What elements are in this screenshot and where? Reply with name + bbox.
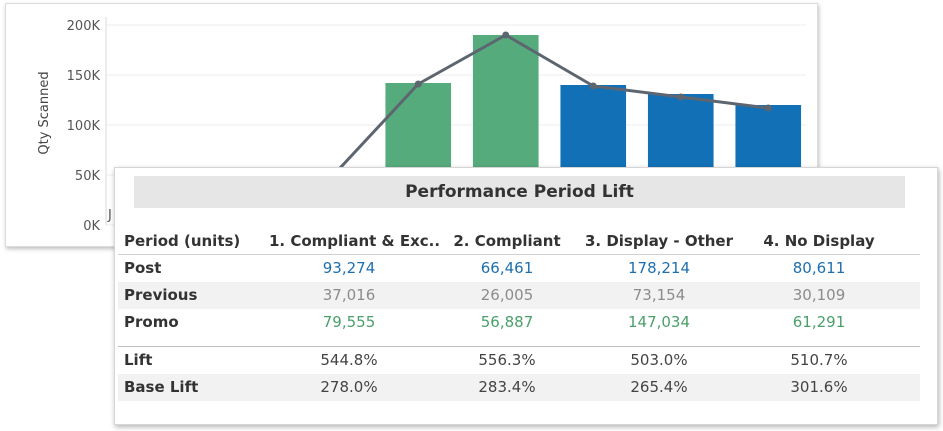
y-tick-label: 150K xyxy=(67,69,101,84)
table-cell: 26,005 xyxy=(480,286,534,304)
row-label: Post xyxy=(124,259,162,277)
table-cell: 61,291 xyxy=(792,313,846,331)
table-cell: 56,887 xyxy=(480,313,534,331)
table-cell: 510.7% xyxy=(790,351,848,369)
table-title: Performance Period Lift xyxy=(134,176,905,208)
y-tick-label: 0K xyxy=(83,219,100,234)
table-cell: 503.0% xyxy=(630,351,688,369)
row-label: Promo xyxy=(124,313,179,331)
x-tick-label: J xyxy=(107,208,112,223)
row-label: Base Lift xyxy=(124,378,199,396)
header-compliant: 2. Compliant xyxy=(453,232,561,250)
row-label: Previous xyxy=(124,286,198,304)
table-cell: 30,109 xyxy=(792,286,846,304)
y-tick-label: 100K xyxy=(67,119,101,134)
header-compliant-exc: 1. Compliant & Exc.. xyxy=(269,232,441,250)
lift-table-panel: Performance Period Lift Period (units) 1… xyxy=(114,167,938,425)
table-cell: 93,274 xyxy=(322,259,376,277)
header-no-display: 4. No Display xyxy=(763,232,875,250)
table-row-previous: Previous 37,016 26,005 73,154 30,109 xyxy=(118,282,920,309)
table-cell: 544.8% xyxy=(320,351,378,369)
line-point xyxy=(764,104,772,112)
y-tick-label: 200K xyxy=(67,19,101,34)
table-cell: 66,461 xyxy=(480,259,534,277)
line-point xyxy=(414,80,422,88)
line-point xyxy=(502,31,510,39)
table-cell: 278.0% xyxy=(320,378,378,396)
table-row-post: Post 93,274 66,461 178,214 80,611 xyxy=(118,255,920,282)
table-cell: 265.4% xyxy=(630,378,688,396)
table-row-base-lift: Base Lift 278.0% 283.4% 265.4% 301.6% xyxy=(118,374,920,401)
table-cell: 556.3% xyxy=(478,351,536,369)
lift-table: Period (units) 1. Compliant & Exc.. 2. C… xyxy=(118,228,920,401)
table-cell: 37,016 xyxy=(322,286,376,304)
table-header-row: Period (units) 1. Compliant & Exc.. 2. C… xyxy=(118,228,920,255)
table-cell: 80,611 xyxy=(792,259,846,277)
table-cell: 147,034 xyxy=(627,313,691,331)
y-tick-label: 50K xyxy=(75,169,101,184)
table-cell: 79,555 xyxy=(322,313,376,331)
line-point xyxy=(589,82,597,90)
header-display-other: 3. Display - Other xyxy=(584,232,734,250)
table-cell: 301.6% xyxy=(790,378,848,396)
table-row-lift: Lift 544.8% 556.3% 503.0% 510.7% xyxy=(118,346,920,374)
line-point xyxy=(677,93,685,101)
table-cell: 73,154 xyxy=(632,286,686,304)
table-row-promo: Promo 79,555 56,887 147,034 61,291 xyxy=(118,309,920,336)
row-label: Lift xyxy=(124,351,153,369)
table-cell: 178,214 xyxy=(627,259,691,277)
header-period: Period (units) xyxy=(124,232,241,250)
y-axis-label: Qty Scanned xyxy=(37,71,52,154)
table-cell: 283.4% xyxy=(478,378,536,396)
